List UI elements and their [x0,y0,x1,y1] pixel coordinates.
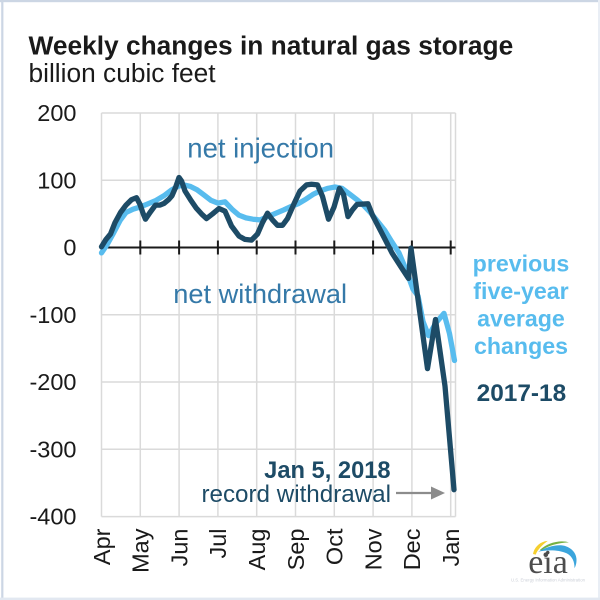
svg-text:Weekly changes in natural gas: Weekly changes in natural gas storage [29,30,514,60]
svg-text:-200: -200 [29,369,76,395]
svg-text:Sep: Sep [283,529,309,571]
svg-text:0: 0 [63,235,76,261]
svg-text:Jul: Jul [205,529,231,559]
svg-text:Oct: Oct [322,528,348,565]
svg-text:Nov: Nov [360,528,386,570]
svg-text:eia: eia [528,544,568,581]
svg-text:net injection: net injection [187,133,334,164]
svg-text:Jan: Jan [438,529,464,567]
svg-text:2017-18: 2017-18 [477,380,567,407]
svg-text:-300: -300 [29,436,76,462]
svg-text:Aug: Aug [244,529,270,571]
svg-text:-400: -400 [29,504,76,530]
svg-text:five-year: five-year [473,278,568,304]
svg-text:Jan 5, 2018: Jan 5, 2018 [264,458,390,484]
svg-text:billion cubic feet: billion cubic feet [29,58,217,88]
svg-text:changes: changes [474,333,568,359]
svg-text:net withdrawal: net withdrawal [173,278,347,309]
svg-text:-100: -100 [29,302,76,328]
svg-text:May: May [128,528,154,573]
svg-text:Dec: Dec [399,528,425,570]
svg-text:previous: previous [473,251,570,277]
svg-text:average: average [477,306,565,332]
svg-text:100: 100 [37,167,76,193]
svg-text:U.S. Energy Information Admini: U.S. Energy Information Administration [511,578,586,583]
svg-text:200: 200 [37,100,76,126]
svg-text:Jun: Jun [166,529,192,567]
svg-text:record withdrawal: record withdrawal [201,481,391,508]
svg-text:Apr: Apr [89,528,115,565]
